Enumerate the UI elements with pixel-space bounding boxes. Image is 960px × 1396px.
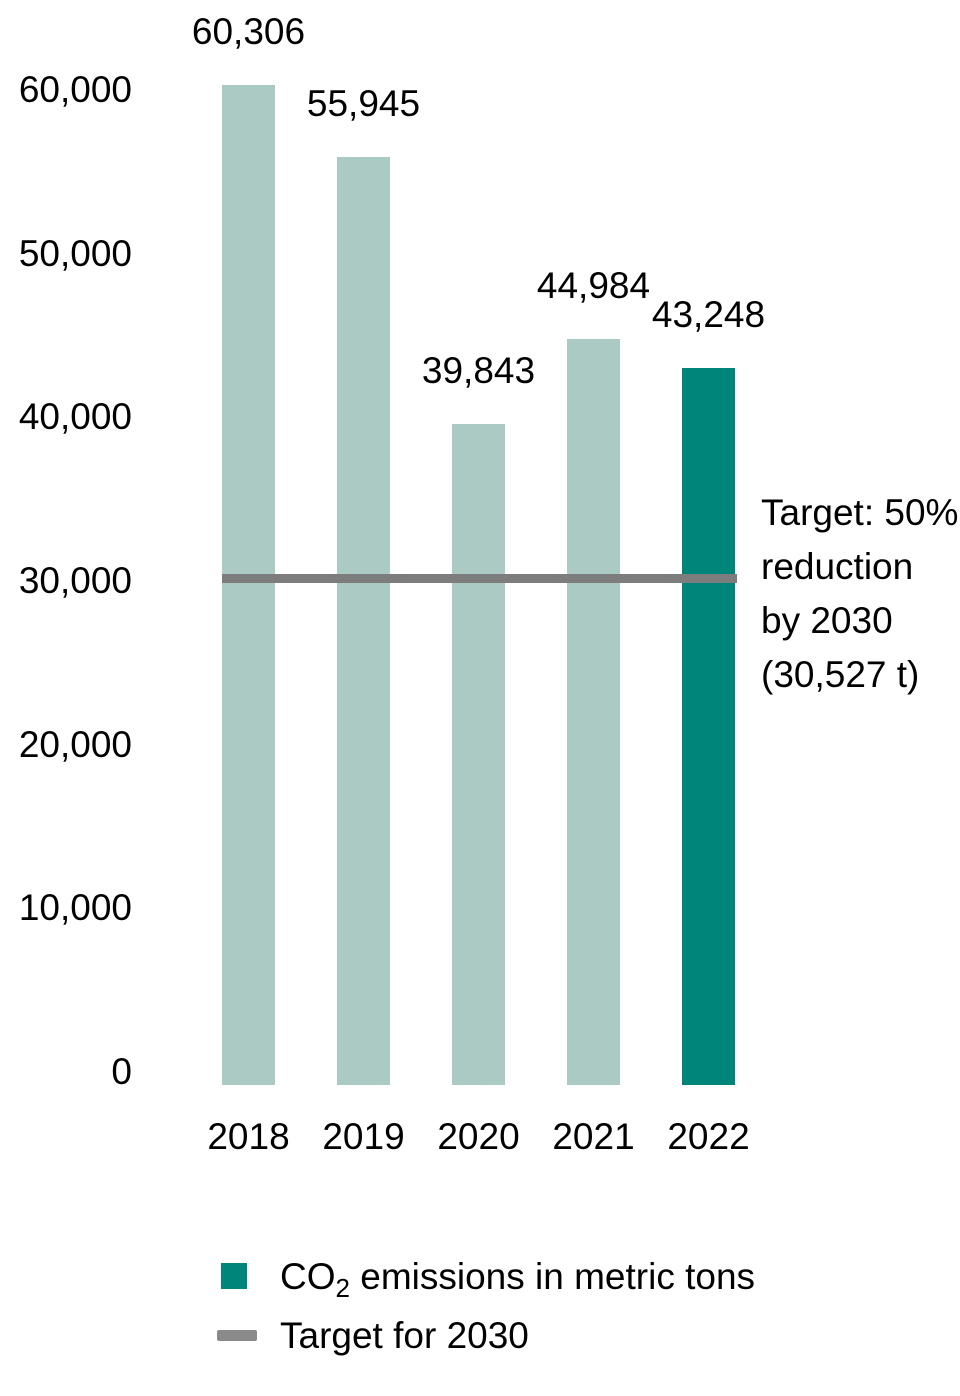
x-tick-label-2022: 2022	[667, 1116, 750, 1157]
x-tick-label-2019: 2019	[322, 1116, 405, 1157]
bar-2021	[567, 339, 620, 1085]
bar-2022	[682, 367, 735, 1085]
x-tick-label-2021: 2021	[552, 1116, 635, 1157]
target-annotation-line-4: (30,527 t)	[761, 654, 920, 695]
x-tick-label-2020: 2020	[437, 1116, 520, 1157]
y-tick-label-0: 0	[111, 1051, 132, 1092]
target-legend-dash-icon	[217, 1330, 257, 1341]
y-tick-label-20000: 20,000	[18, 723, 132, 765]
y-tick-label-40000: 40,000	[18, 396, 132, 438]
legend-co2-label: CO2 emissions in metric tons	[280, 1256, 756, 1303]
bar-value-label-2019: 55,945	[306, 83, 421, 125]
co2-legend-swatch-icon	[221, 1263, 247, 1289]
target-annotation-line-3: by 2030	[761, 600, 893, 641]
bar-value-label-2018: 60,306	[191, 11, 306, 52]
x-tick-label-2018: 2018	[207, 1116, 290, 1157]
bar-2020	[452, 424, 505, 1085]
y-tick-label-50000: 50,000	[18, 232, 132, 274]
bar-value-label-2021: 44,984	[536, 265, 651, 307]
target-annotation: Target: 50% reduction by 2030 (30,527 t)	[761, 486, 960, 702]
target-annotation-line-1: Target: 50%	[761, 492, 959, 533]
target-annotation-line-2: reduction	[761, 546, 914, 587]
bar-2018	[222, 85, 275, 1085]
target-line	[222, 574, 737, 584]
y-tick-label-10000: 10,000	[18, 887, 132, 929]
y-tick-label-60000: 60,000	[18, 69, 132, 110]
bar-value-label-2022: 43,248	[651, 293, 766, 335]
bar-value-label-2020: 39,843	[421, 350, 536, 392]
legend-target-label: Target for 2030	[280, 1315, 529, 1356]
bar-2019	[337, 157, 390, 1085]
y-tick-label-30000: 30,000	[18, 560, 132, 601]
